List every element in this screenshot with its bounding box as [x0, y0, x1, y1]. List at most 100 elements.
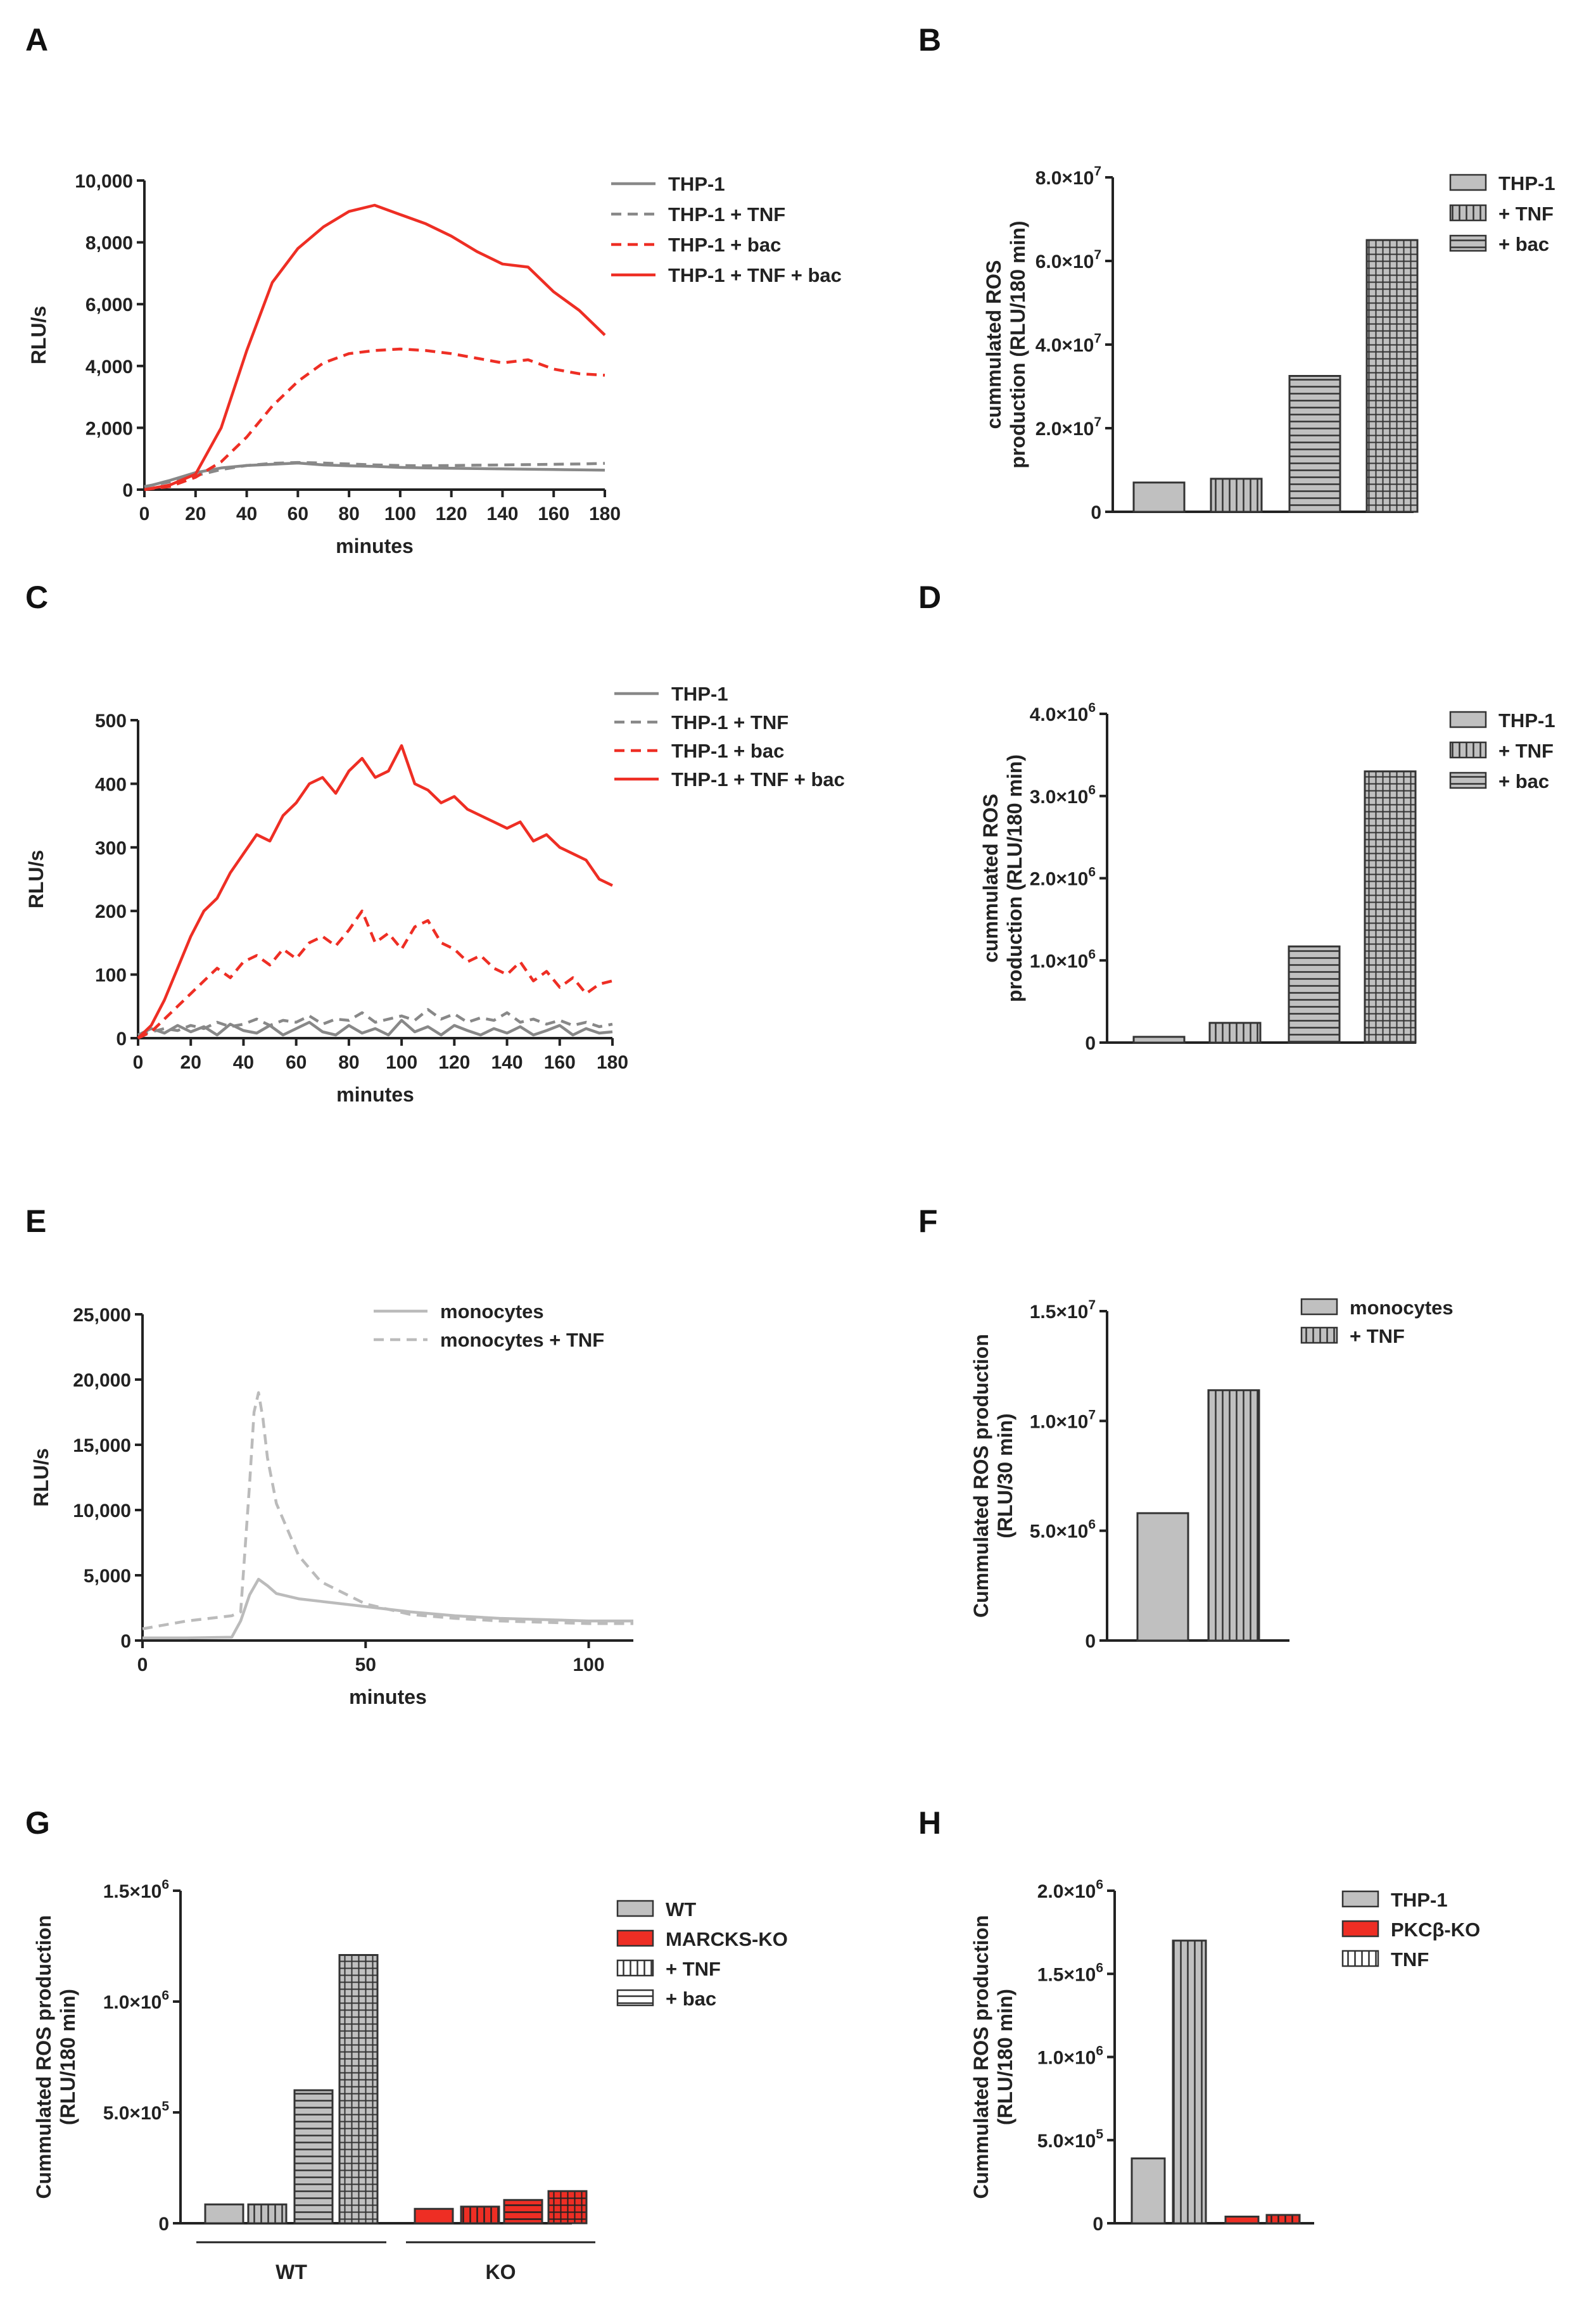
y-axis-label-b: cummulated ROS: [982, 260, 1005, 429]
panel-label-a: A: [25, 22, 48, 58]
y-tick-label: 2.0×106: [1030, 865, 1096, 890]
panel-label-h: H: [918, 1805, 941, 1841]
y-tick-label: 4.0×107: [1036, 331, 1101, 356]
y-tick-label: 5.0×105: [1037, 2127, 1104, 2152]
legend-label-d-2: + bac: [1498, 770, 1549, 792]
legend-swatch-g-3: [616, 1989, 654, 2007]
x-tick-label: 20: [185, 504, 206, 524]
legend-label-b-1: + TNF: [1498, 203, 1554, 225]
legend-swatch-b-2: [1449, 234, 1487, 252]
bar-d-0: [1132, 1036, 1186, 1044]
y-axis-label-g: Cummulated ROS production: [32, 1915, 55, 2199]
x-tick-label: 60: [288, 504, 308, 524]
series-line-c-2: [137, 909, 613, 1040]
chart-b: 0 2.0×107 4.0×107 6.0×107 8.0×107 cummulated …: [982, 164, 1555, 523]
y-tick-label: 5,000: [84, 1566, 131, 1587]
bar-g-4: [414, 2207, 454, 2225]
x-tick-label: 60: [286, 1052, 307, 1073]
bar-g-7: [547, 2190, 588, 2225]
y-tick-label: 5.0×105: [103, 2099, 170, 2124]
chart-c: 0 100 200 300 400 500 0 20 40 60 80 100 120 140 160 180…: [25, 683, 845, 1106]
x-tick-label: 160: [538, 504, 569, 524]
legend-swatch-d-0: [1449, 711, 1487, 728]
y-tick-label: 0: [122, 480, 133, 501]
chart-e: 0 5,000 10,000 15,000 20,000 25,000 0 50 100 minu…: [30, 1300, 633, 1708]
bar-b-1: [1210, 478, 1263, 513]
legend-label-h-1: PKCβ-KO: [1391, 1919, 1480, 1941]
y-tick-label: 1.5×106: [1037, 1960, 1103, 1985]
bar-b-0: [1132, 481, 1186, 513]
y-tick-label: 3.0×106: [1030, 783, 1096, 808]
legend-swatch-b-1: [1449, 204, 1487, 222]
legend-swatch-h-1: [1341, 1920, 1379, 1938]
series-line-a-3: [144, 203, 606, 492]
legend-label-c-0: THP-1: [671, 683, 728, 705]
bar-d-1: [1208, 1022, 1262, 1044]
y-axis-label-f: (RLU/30 min): [994, 1413, 1016, 1538]
series-line-c-0: [137, 1019, 613, 1037]
legend-label-c-2: THP-1 + bac: [671, 740, 784, 762]
y-tick-label: 1.0×106: [1037, 2044, 1103, 2069]
legend-label-a-2: THP-1 + bac: [668, 234, 781, 256]
x-tick-label: 40: [233, 1052, 254, 1073]
series-line-a-1: [144, 460, 605, 488]
bar-h-0: [1130, 2157, 1166, 2225]
x-tick-label: 180: [589, 504, 621, 524]
x-axis-label-c: minutes: [336, 1083, 414, 1106]
bar-f-1: [1207, 1389, 1260, 1642]
x-tick-label: 20: [180, 1052, 201, 1073]
y-tick-label: 25,000: [73, 1305, 131, 1326]
chart-f: 0 5.0×106 1.0×107 1.5×107 Cummulated ROS pro…: [970, 1297, 1454, 1652]
y-tick-label: 6,000: [86, 295, 133, 315]
y-axis-label-h: Cummulated ROS production: [970, 1915, 992, 2199]
legend-label-c-1: THP-1 + TNF: [671, 711, 788, 733]
bar-h-2: [1224, 2216, 1260, 2225]
legend-label-a-1: THP-1 + TNF: [668, 203, 785, 225]
bar-b-3: [1365, 239, 1419, 513]
series-line-c-1: [137, 1008, 613, 1037]
chart-g: 0 5.0×105 1.0×106 1.5×106 Cummulated ROS pro…: [32, 1877, 788, 2283]
y-tick-label: 500: [95, 711, 127, 732]
y-tick-label: 15,000: [73, 1435, 131, 1456]
legend-label-g-2: + TNF: [666, 1958, 721, 1980]
legend-label-a-0: THP-1: [668, 173, 725, 195]
series-line-e-0: [142, 1577, 633, 1640]
x-tick-label: 100: [386, 1052, 417, 1073]
legend-label-f-1: + TNF: [1350, 1325, 1405, 1347]
y-axis-label-c: RLU/s: [25, 850, 48, 908]
y-tick-label: 0: [1085, 1631, 1096, 1652]
y-tick-label: 0: [116, 1029, 127, 1050]
panel-label-b: B: [918, 22, 941, 58]
y-tick-label: 1.5×106: [103, 1877, 169, 1902]
x-tick-label: 100: [384, 504, 416, 524]
legend-label-e-0: monocytes: [440, 1300, 544, 1323]
legend-swatch-h-0: [1341, 1890, 1379, 1908]
y-tick-label: 2.0×107: [1036, 415, 1101, 440]
y-tick-label: 10,000: [73, 1501, 131, 1521]
y-tick-label: 0: [1085, 1033, 1096, 1054]
y-tick-label: 400: [95, 774, 127, 795]
y-tick-label: 10,000: [75, 171, 133, 192]
legend-label-h-0: THP-1: [1391, 1889, 1448, 1911]
legend-swatch-g-1: [616, 1929, 654, 1947]
x-axis-label-e: minutes: [349, 1685, 427, 1708]
x-tick-label: 50: [355, 1654, 376, 1675]
y-tick-label: 0: [1091, 502, 1101, 523]
legend-label-d-1: + TNF: [1498, 740, 1554, 762]
x-tick-label: 160: [544, 1052, 576, 1073]
legend-label-a-3: THP-1 + TNF + bac: [668, 264, 842, 286]
legend-label-g-1: MARCKS-KO: [666, 1928, 788, 1950]
group-label-g-1: KO: [486, 2261, 516, 2283]
legend-label-f-0: monocytes: [1350, 1297, 1454, 1319]
group-label-g-0: WT: [276, 2261, 307, 2283]
bar-d-3: [1364, 770, 1417, 1044]
x-tick-label: 140: [486, 504, 518, 524]
legend-swatch-f-1: [1300, 1326, 1338, 1344]
bar-g-3: [338, 1954, 379, 2225]
y-axis-label-b: production (RLU/180 min): [1006, 220, 1029, 468]
series-line-a-0: [144, 461, 605, 489]
legend-swatch-h-2: [1341, 1950, 1379, 1967]
y-axis-label-d: production (RLU/180 min): [1003, 754, 1026, 1002]
y-tick-label: 1.5×107: [1030, 1298, 1096, 1323]
legend-label-h-2: TNF: [1391, 1948, 1429, 1971]
